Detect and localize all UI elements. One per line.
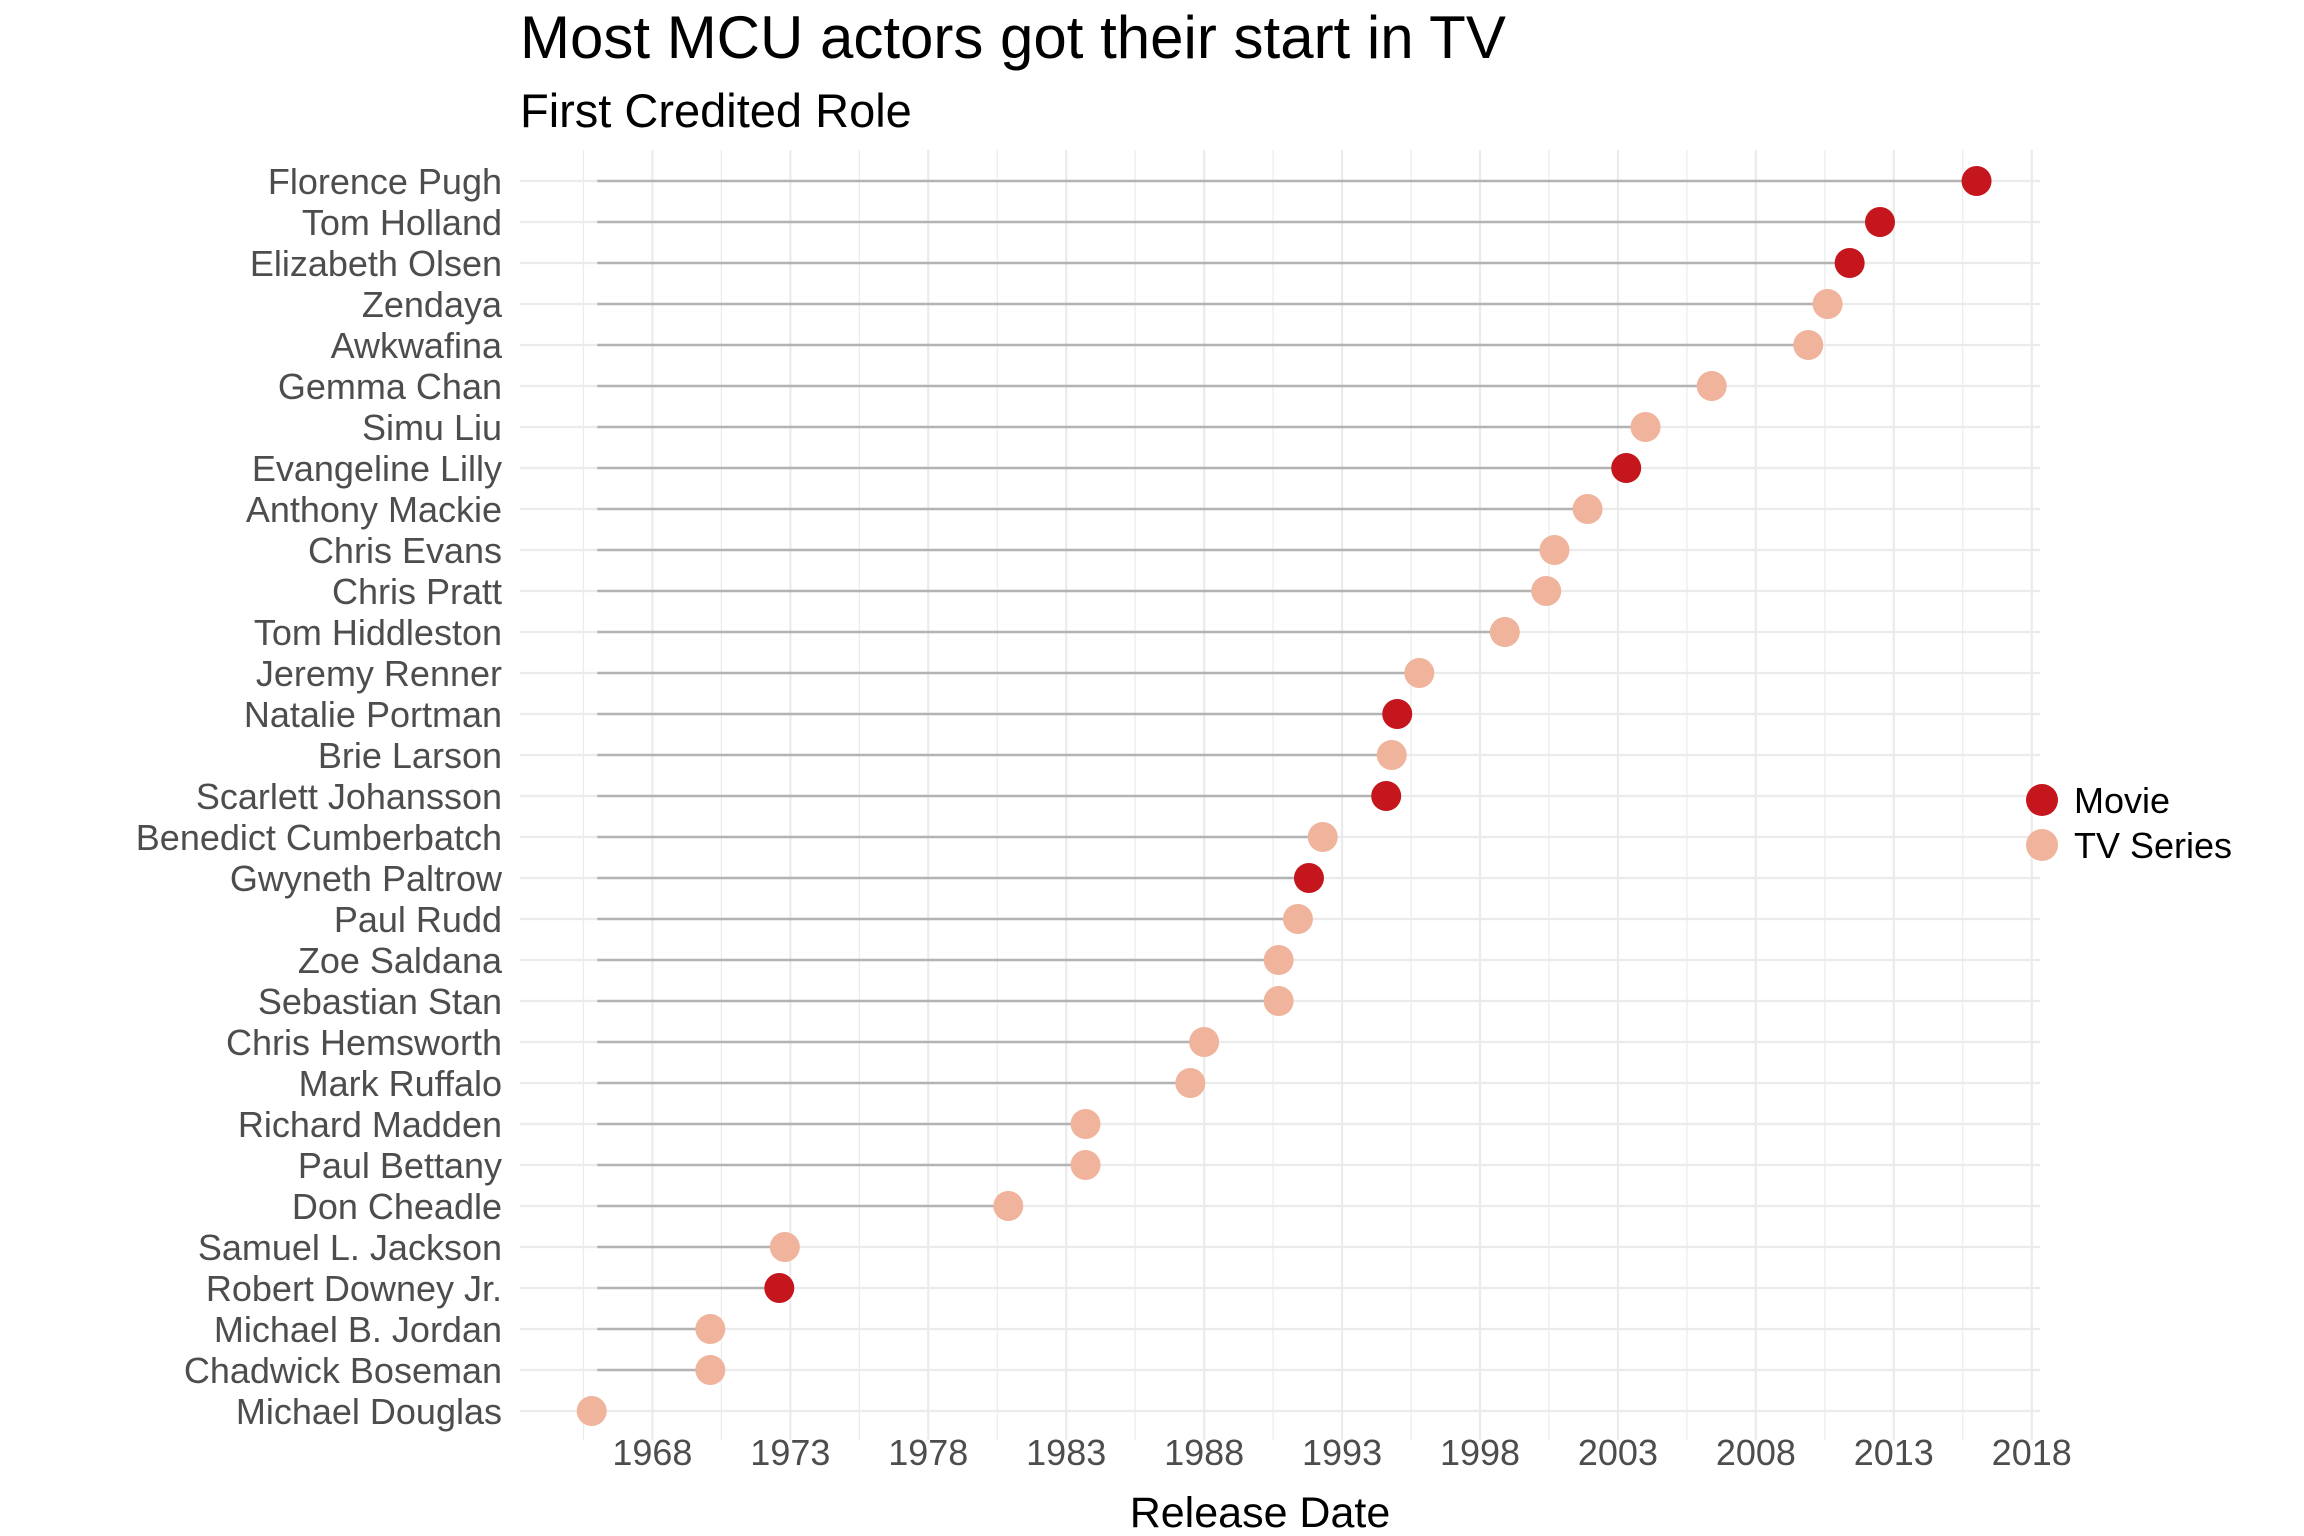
legend-label: TV Series bbox=[2074, 825, 2232, 866]
chart-title: Most MCU actors got their start in TV bbox=[520, 4, 1506, 71]
y-axis-label: Scarlett Johansson bbox=[196, 776, 502, 817]
y-axis-label: Chadwick Boseman bbox=[184, 1350, 502, 1391]
data-point bbox=[576, 1396, 607, 1426]
data-point bbox=[1376, 740, 1407, 770]
y-axis-label: Florence Pugh bbox=[268, 161, 502, 202]
x-tick-label: 1998 bbox=[1440, 1432, 1520, 1473]
data-point bbox=[695, 1314, 726, 1344]
data-point bbox=[1293, 863, 1324, 893]
x-axis-tick-labels: 1968 1973 1978 1983 1988 1993 1998 2003 2008 2013… bbox=[612, 1432, 2071, 1473]
y-axis-label: Chris Evans bbox=[308, 530, 502, 571]
x-tick-label: 1973 bbox=[750, 1432, 830, 1473]
y-axis-label: Gemma Chan bbox=[278, 366, 502, 407]
data-point bbox=[1404, 658, 1435, 688]
y-axis-label: Don Cheadle bbox=[292, 1186, 502, 1227]
y-axis-label: Tom Holland bbox=[302, 202, 502, 243]
legend-key bbox=[2026, 829, 2058, 861]
x-axis-title: Release Date bbox=[1130, 1489, 1391, 1536]
data-point bbox=[1489, 617, 1520, 647]
data-point bbox=[1696, 371, 1727, 401]
data-point bbox=[1263, 945, 1294, 975]
data-point bbox=[1175, 1068, 1206, 1098]
data-point bbox=[1307, 822, 1338, 852]
y-axis-label: Natalie Portman bbox=[244, 694, 502, 735]
y-axis-label: Tom Hiddleston bbox=[254, 612, 502, 653]
y-axis-label: Brie Larson bbox=[318, 735, 502, 776]
lollipop-stems bbox=[591, 179, 1977, 1413]
data-point bbox=[1531, 576, 1562, 606]
data-point bbox=[1611, 453, 1642, 483]
y-axis-label: Chris Pratt bbox=[332, 571, 502, 612]
x-tick-label: 1983 bbox=[1026, 1432, 1106, 1473]
data-point bbox=[764, 1273, 795, 1303]
x-tick-label: 2013 bbox=[1854, 1432, 1934, 1473]
data-point bbox=[1834, 248, 1865, 278]
y-axis-label: Simu Liu bbox=[362, 407, 502, 448]
x-tick-label: 2003 bbox=[1578, 1432, 1658, 1473]
y-axis-label: Robert Downey Jr. bbox=[206, 1268, 502, 1309]
data-point bbox=[1189, 1027, 1220, 1057]
y-axis-label: Mark Ruffalo bbox=[299, 1063, 502, 1104]
y-axis-label: Gwyneth Paltrow bbox=[230, 858, 503, 899]
legend-key bbox=[2026, 784, 2058, 816]
data-point bbox=[1539, 535, 1570, 565]
x-tick-label: 1993 bbox=[1302, 1432, 1382, 1473]
data-point bbox=[1070, 1109, 1101, 1139]
x-tick-label: 1968 bbox=[612, 1432, 692, 1473]
chart-subtitle: First Credited Role bbox=[520, 84, 912, 137]
data-point bbox=[1263, 986, 1294, 1016]
y-axis-label: Michael B. Jordan bbox=[214, 1309, 502, 1350]
data-point bbox=[1961, 166, 1992, 196]
x-tick-label: 1978 bbox=[888, 1432, 968, 1473]
legend-label: Movie bbox=[2074, 780, 2170, 821]
y-axis-label: Richard Madden bbox=[238, 1104, 502, 1145]
data-point bbox=[1282, 904, 1313, 934]
data-point bbox=[1812, 289, 1843, 319]
data-point bbox=[1572, 494, 1603, 524]
data-point bbox=[993, 1191, 1024, 1221]
y-axis-label: Paul Rudd bbox=[334, 899, 502, 940]
y-axis-label: Chris Hemsworth bbox=[226, 1022, 502, 1063]
data-point bbox=[1865, 207, 1895, 237]
y-axis-label: Zendaya bbox=[362, 284, 503, 325]
y-axis-label: Jeremy Renner bbox=[256, 653, 502, 694]
data-point bbox=[1630, 412, 1661, 442]
y-axis-label: Zoe Saldana bbox=[298, 940, 503, 981]
y-axis-label: Sebastian Stan bbox=[258, 981, 502, 1022]
y-axis-label: Anthony Mackie bbox=[246, 489, 502, 530]
data-point bbox=[1793, 330, 1824, 360]
y-axis-label: Elizabeth Olsen bbox=[250, 243, 502, 284]
y-axis-label: Evangeline Lilly bbox=[252, 448, 502, 489]
data-point bbox=[769, 1232, 800, 1262]
data-point bbox=[1382, 699, 1413, 729]
x-tick-label: 2018 bbox=[1992, 1432, 2072, 1473]
x-tick-label: 1988 bbox=[1164, 1432, 1244, 1473]
data-point bbox=[1371, 781, 1402, 811]
y-axis-label: Michael Douglas bbox=[236, 1391, 502, 1432]
y-axis-label: Samuel L. Jackson bbox=[198, 1227, 502, 1268]
y-axis-label: Paul Bettany bbox=[298, 1145, 502, 1186]
data-point bbox=[1070, 1150, 1101, 1180]
data-points bbox=[576, 166, 1992, 1426]
data-point bbox=[695, 1355, 726, 1385]
x-tick-label: 2008 bbox=[1716, 1432, 1796, 1473]
y-axis-label: Awkwafina bbox=[331, 325, 503, 366]
y-axis-label: Benedict Cumberbatch bbox=[136, 817, 502, 858]
